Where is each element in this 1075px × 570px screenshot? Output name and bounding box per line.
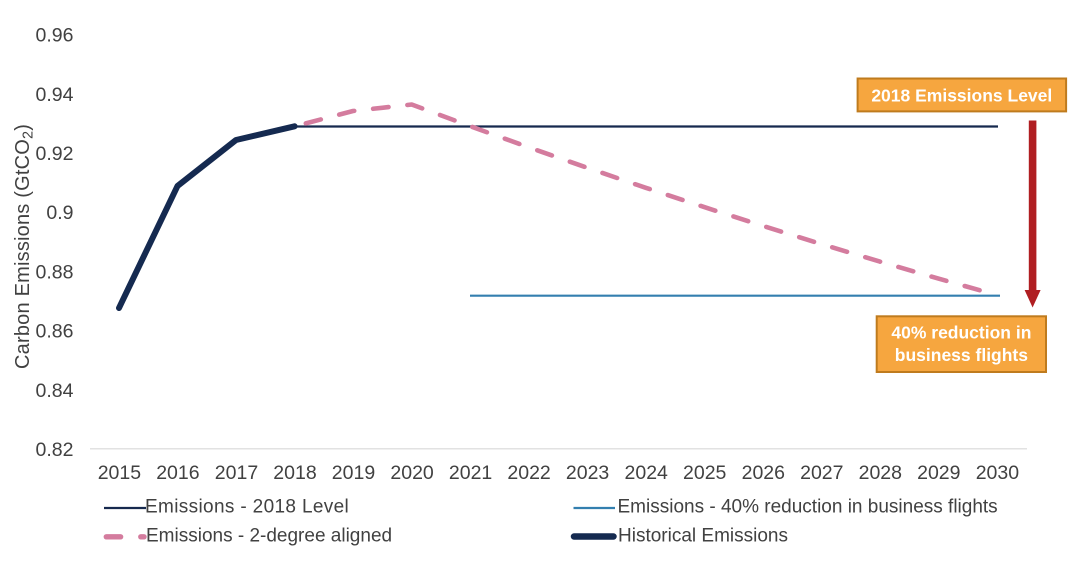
svg-text:2020: 2020 — [390, 462, 434, 484]
svg-text:Emissions - 2-degree aligned: Emissions - 2-degree aligned — [146, 525, 392, 546]
svg-text:2030: 2030 — [976, 462, 1020, 484]
svg-text:2027: 2027 — [800, 462, 843, 484]
svg-text:0.94: 0.94 — [36, 84, 74, 106]
svg-text:2018: 2018 — [273, 462, 316, 484]
svg-text:2024: 2024 — [625, 462, 669, 484]
svg-text:2025: 2025 — [683, 462, 727, 484]
svg-text:0.9: 0.9 — [46, 202, 73, 224]
svg-text:40% reduction in: 40% reduction in — [891, 322, 1031, 342]
svg-text:2022: 2022 — [507, 462, 550, 484]
svg-text:2019: 2019 — [332, 462, 375, 484]
svg-text:Carbon Emissions (GtCO2): Carbon Emissions (GtCO2) — [12, 124, 37, 369]
svg-text:0.82: 0.82 — [36, 439, 74, 461]
svg-text:Historical Emissions: Historical Emissions — [618, 525, 788, 546]
svg-text:0.92: 0.92 — [36, 143, 74, 165]
svg-text:0.86: 0.86 — [36, 321, 74, 343]
svg-text:2015: 2015 — [98, 462, 142, 484]
svg-text:2028: 2028 — [859, 462, 902, 484]
svg-text:2026: 2026 — [742, 462, 785, 484]
svg-text:2017: 2017 — [215, 462, 258, 484]
svg-text:0.88: 0.88 — [36, 261, 74, 283]
svg-text:business flights: business flights — [895, 345, 1028, 365]
svg-text:2029: 2029 — [917, 462, 960, 484]
svg-text:2016: 2016 — [156, 462, 199, 484]
svg-text:2023: 2023 — [566, 462, 609, 484]
svg-text:2018 Emissions Level: 2018 Emissions Level — [871, 85, 1052, 105]
svg-text:0.84: 0.84 — [36, 380, 74, 402]
svg-text:Emissions - 2018 Level: Emissions - 2018 Level — [145, 496, 349, 517]
svg-text:2021: 2021 — [449, 462, 492, 484]
svg-text:0.96: 0.96 — [36, 25, 74, 47]
svg-text:Emissions - 40% reduction in b: Emissions - 40% reduction in business fl… — [618, 496, 998, 517]
